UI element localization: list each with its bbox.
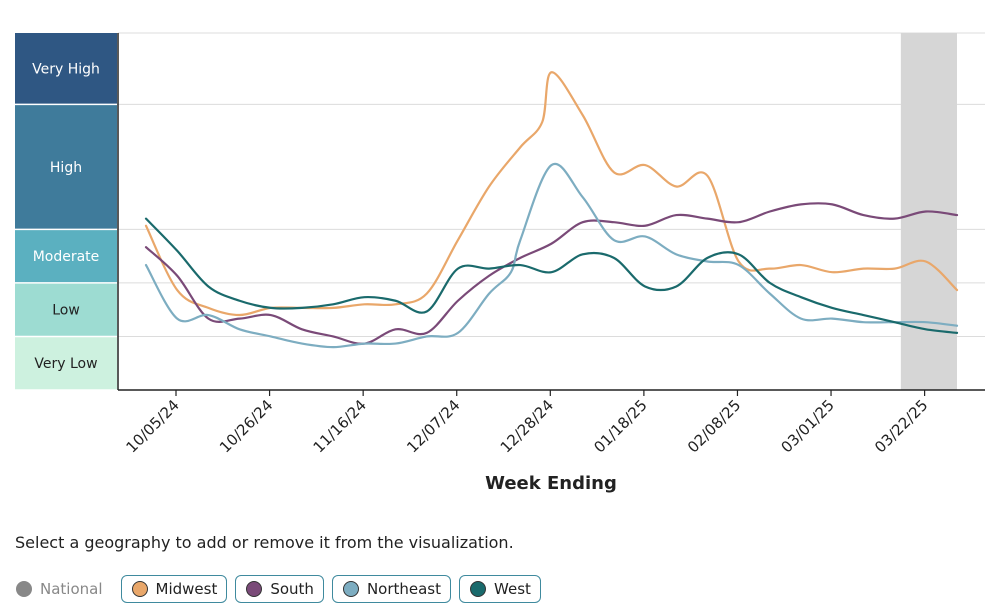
series-line-south [144, 202, 959, 345]
legend-item-national[interactable]: National [15, 575, 113, 603]
level-band-moderate [15, 229, 117, 283]
legend-item-midwest[interactable]: Midwest [120, 575, 228, 603]
series-line-midwest [144, 71, 959, 317]
series-lines [144, 71, 959, 349]
x-tick-label: 02/08/25 [684, 396, 744, 456]
level-band-low [15, 282, 117, 337]
level-band-very-low [15, 336, 117, 390]
geography-legend: National Midwest South Northeast West [15, 575, 541, 603]
legend-swatch-icon [131, 581, 148, 597]
legend-instruction: Select a geography to add or remove it f… [15, 533, 514, 552]
series-line-northeast [144, 162, 959, 349]
legend-swatch-icon [16, 581, 32, 597]
x-tick-label: 01/18/25 [590, 396, 650, 456]
legend-swatch-icon [470, 581, 487, 597]
legend-label: South [270, 580, 314, 598]
x-tick-label: 10/26/24 [216, 396, 276, 456]
legend-item-northeast[interactable]: Northeast [331, 575, 452, 603]
x-axis-title: Week Ending [485, 473, 617, 494]
x-tick-label: 03/01/25 [777, 396, 837, 456]
level-label: Moderate [33, 249, 100, 265]
x-ticks: 10/05/24 10/26/24 11/16/24 12/07/24 12/28/24… [122, 390, 931, 456]
x-tick-label: 11/16/24 [310, 396, 370, 456]
level-band-very-high [15, 33, 117, 105]
legend-item-south[interactable]: South [235, 575, 324, 603]
level-gridlines [118, 32, 985, 337]
x-tick-label: 03/22/25 [871, 396, 931, 456]
legend-swatch-icon [342, 581, 359, 597]
legend-item-west[interactable]: West [459, 575, 541, 603]
legend-label: Northeast [366, 580, 442, 598]
level-band-high [15, 104, 117, 230]
legend-swatch-icon [246, 581, 263, 597]
wastewater-level-chart: Very High High Moderate Low Very Low 10/05/2… [15, 32, 985, 494]
level-label: Very High [32, 62, 100, 78]
level-label: Low [52, 303, 80, 319]
axes [117, 33, 985, 391]
level-band: Very High High Moderate Low Very Low [15, 33, 117, 391]
legend-label: Midwest [155, 580, 218, 598]
x-tick-label: 12/28/24 [497, 396, 557, 456]
x-tick-label: 10/05/24 [122, 396, 182, 456]
level-label: High [50, 160, 82, 176]
legend-label: West [494, 580, 531, 598]
series-line-west [144, 217, 959, 334]
level-label: Very Low [34, 356, 97, 372]
x-tick-label: 12/07/24 [403, 396, 463, 456]
legend-label: National [40, 580, 103, 598]
